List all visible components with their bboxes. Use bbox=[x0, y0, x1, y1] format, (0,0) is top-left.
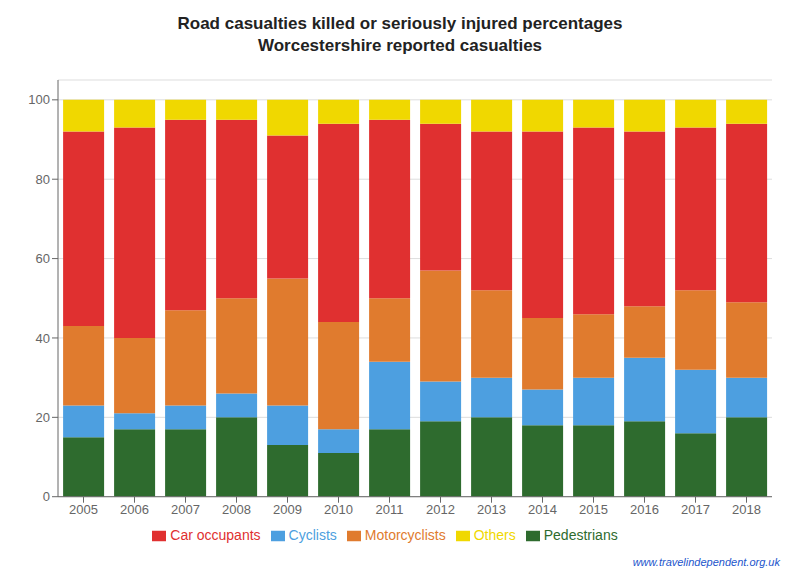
html-text:www.travelindependent.org.uk: www.travelindependent.org.uk bbox=[632, 556, 780, 568]
svg-text:2015: 2015 bbox=[579, 502, 608, 517]
html-text:Car occupants: Car occupants bbox=[170, 526, 261, 543]
html-text:Road casualties killed or seri: Road casualties killed or seriously inju… bbox=[177, 14, 623, 33]
html-text:Others: Others bbox=[473, 526, 516, 543]
svg-text:2005: 2005 bbox=[69, 502, 98, 517]
html-text:Worcestershire reported casual: Worcestershire reported casualties bbox=[258, 36, 542, 55]
svg-text:40: 40 bbox=[36, 331, 50, 346]
svg-text:80: 80 bbox=[36, 172, 50, 187]
svg-text:20: 20 bbox=[36, 410, 50, 425]
svg-text:2014: 2014 bbox=[528, 502, 557, 517]
svg-text:2009: 2009 bbox=[273, 502, 302, 517]
svg-text:60: 60 bbox=[36, 251, 50, 266]
html-text:Motorcyclists: Motorcyclists bbox=[364, 526, 446, 543]
svg-text:2012: 2012 bbox=[426, 502, 455, 517]
svg-text:2010: 2010 bbox=[324, 502, 353, 517]
svg-text:2018: 2018 bbox=[732, 502, 761, 517]
svg-text:0: 0 bbox=[43, 489, 50, 504]
svg-text:2011: 2011 bbox=[376, 502, 404, 517]
svg-text:2006: 2006 bbox=[120, 502, 149, 517]
html-text:Cyclists: Cyclists bbox=[288, 526, 337, 543]
svg-text:2016: 2016 bbox=[630, 502, 659, 517]
svg-text:2007: 2007 bbox=[171, 502, 200, 517]
svg-text:100: 100 bbox=[28, 92, 50, 107]
svg-text:2017: 2017 bbox=[681, 502, 710, 517]
svg-text:2013: 2013 bbox=[477, 502, 506, 517]
html-text:Pedestrians: Pedestrians bbox=[543, 526, 618, 543]
svg-text:2008: 2008 bbox=[222, 502, 251, 517]
